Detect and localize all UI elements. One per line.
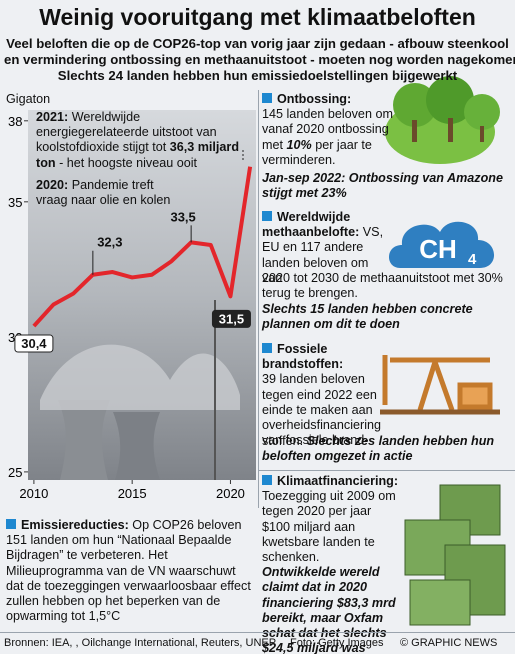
section-highlight: Jan-sep 2022: Ontbossing van Amazone sti… [262,171,503,201]
svg-text:CH: CH [419,234,457,264]
section-title: Klimaatfinanciering: [277,474,399,488]
section-text: Op COP26 beloven 151 landen om hun “Nati… [6,518,251,624]
value-label-box [211,309,251,328]
value-label-box [14,334,54,353]
money-icon [404,484,506,626]
subtitle: Veel beloften die op de COP26-top van vo… [4,36,515,84]
subtitle-line: en vermindering ontbossing en methaanuit… [4,52,515,67]
sources: Bronnen: IEA, , Oilchange International,… [4,637,277,649]
section: Fossiele brandstoffen: 39 landen beloven… [262,342,382,448]
x-tick-label: 2015 [118,486,147,501]
section-title: Wereldwijde methaanbelofte: [262,210,360,240]
section-title: Fossiele brandstoffen: [262,342,344,372]
y-tick-label: 38 [8,114,22,129]
pump-icon [380,355,500,415]
photo-credit: Foto: Getty Images [290,637,384,649]
annotation-text: 36,3 miljard ton [36,140,240,170]
y-unit: Gigaton [6,92,51,106]
annotation-text: Wereldwijde energiegerelateerde uitstoot… [36,110,217,155]
cooling-tower [58,400,110,480]
section-text: 145 landen beloven om vanaf 2020 ontboss… [262,107,393,152]
section-highlight: Slechts zes landen hebben hun beloften o… [262,434,495,464]
divider [258,470,515,471]
section-text: 39 landen beloven tegen eind 2022 een ei… [262,372,382,448]
forest-icon [385,76,500,164]
annotation-text: Pandemie treft vraag naar olie en kolen [36,178,171,208]
section-text: 10% [286,137,312,152]
y-tick-label: 25 [8,465,22,480]
x-tick-label: 2020 [216,486,245,501]
section-text: 2020 tot 2030 de methaanuitstoot met 30%… [262,271,503,301]
section-line: stoffen. Slechts zes landen hebben hun b… [262,434,508,464]
section-title: Emissiereducties: [21,518,129,532]
steam [40,344,240,410]
section-title: Ontbossing: [277,92,352,106]
x-tick-label: 2010 [19,486,48,501]
section-text: VS, EU en 117 andere landen beloven om v… [262,225,384,285]
value-label: 30,4 [21,336,47,351]
divider [0,632,515,633]
subtitle-line: Slechts 24 landen hebben hun emissiedoel… [57,68,458,83]
section-text: per jaar te verminderen. [262,137,372,167]
value-label: 32,3 [97,235,122,250]
section: Emissiereducties: Op COP26 beloven 151 l… [6,518,254,624]
annotation: 2020: Pandemie treft vraag naar olie en … [36,178,186,208]
annotation: 2021: Wereldwijde energiegerelateerde ui… [36,110,246,171]
annotation-text: 2021: [36,110,69,124]
y-tick-label: 35 [8,195,22,210]
svg-text:4: 4 [468,251,477,268]
copyright: © GRAPHIC NEWS [400,637,498,649]
section-highlight: Ontwikkelde wereld claimt dat in 2020 fi… [262,565,396,654]
value-label: 33,5 [170,209,195,224]
title: Weinig vooruitgang met klimaatbeloften [39,4,476,30]
section: Klimaatfinanciering: Toezegging uit 2009… [262,474,402,654]
annotation-text: - het hoogste niveau ooit [55,155,198,170]
subtitle-line: Veel beloften die op de COP26-top van vo… [6,36,509,51]
section-highlight: Slechts 15 landen hebben concrete planne… [262,302,473,332]
section: Wereldwijde methaanbelofte: VS, EU en 11… [262,210,390,286]
divider [258,90,259,508]
cooling-tower [113,412,160,480]
methane-icon: CH 4 [388,221,495,268]
annotation-text: 2020: [36,178,69,192]
section-text: Toezegging uit 2009 om tegen 2020 per ja… [262,489,396,565]
data-line [32,166,253,328]
section: Ontbossing: 145 landen beloven om vanaf … [262,92,402,168]
section-text: stoffen. [262,434,304,448]
value-label: 31,5 [219,311,244,326]
